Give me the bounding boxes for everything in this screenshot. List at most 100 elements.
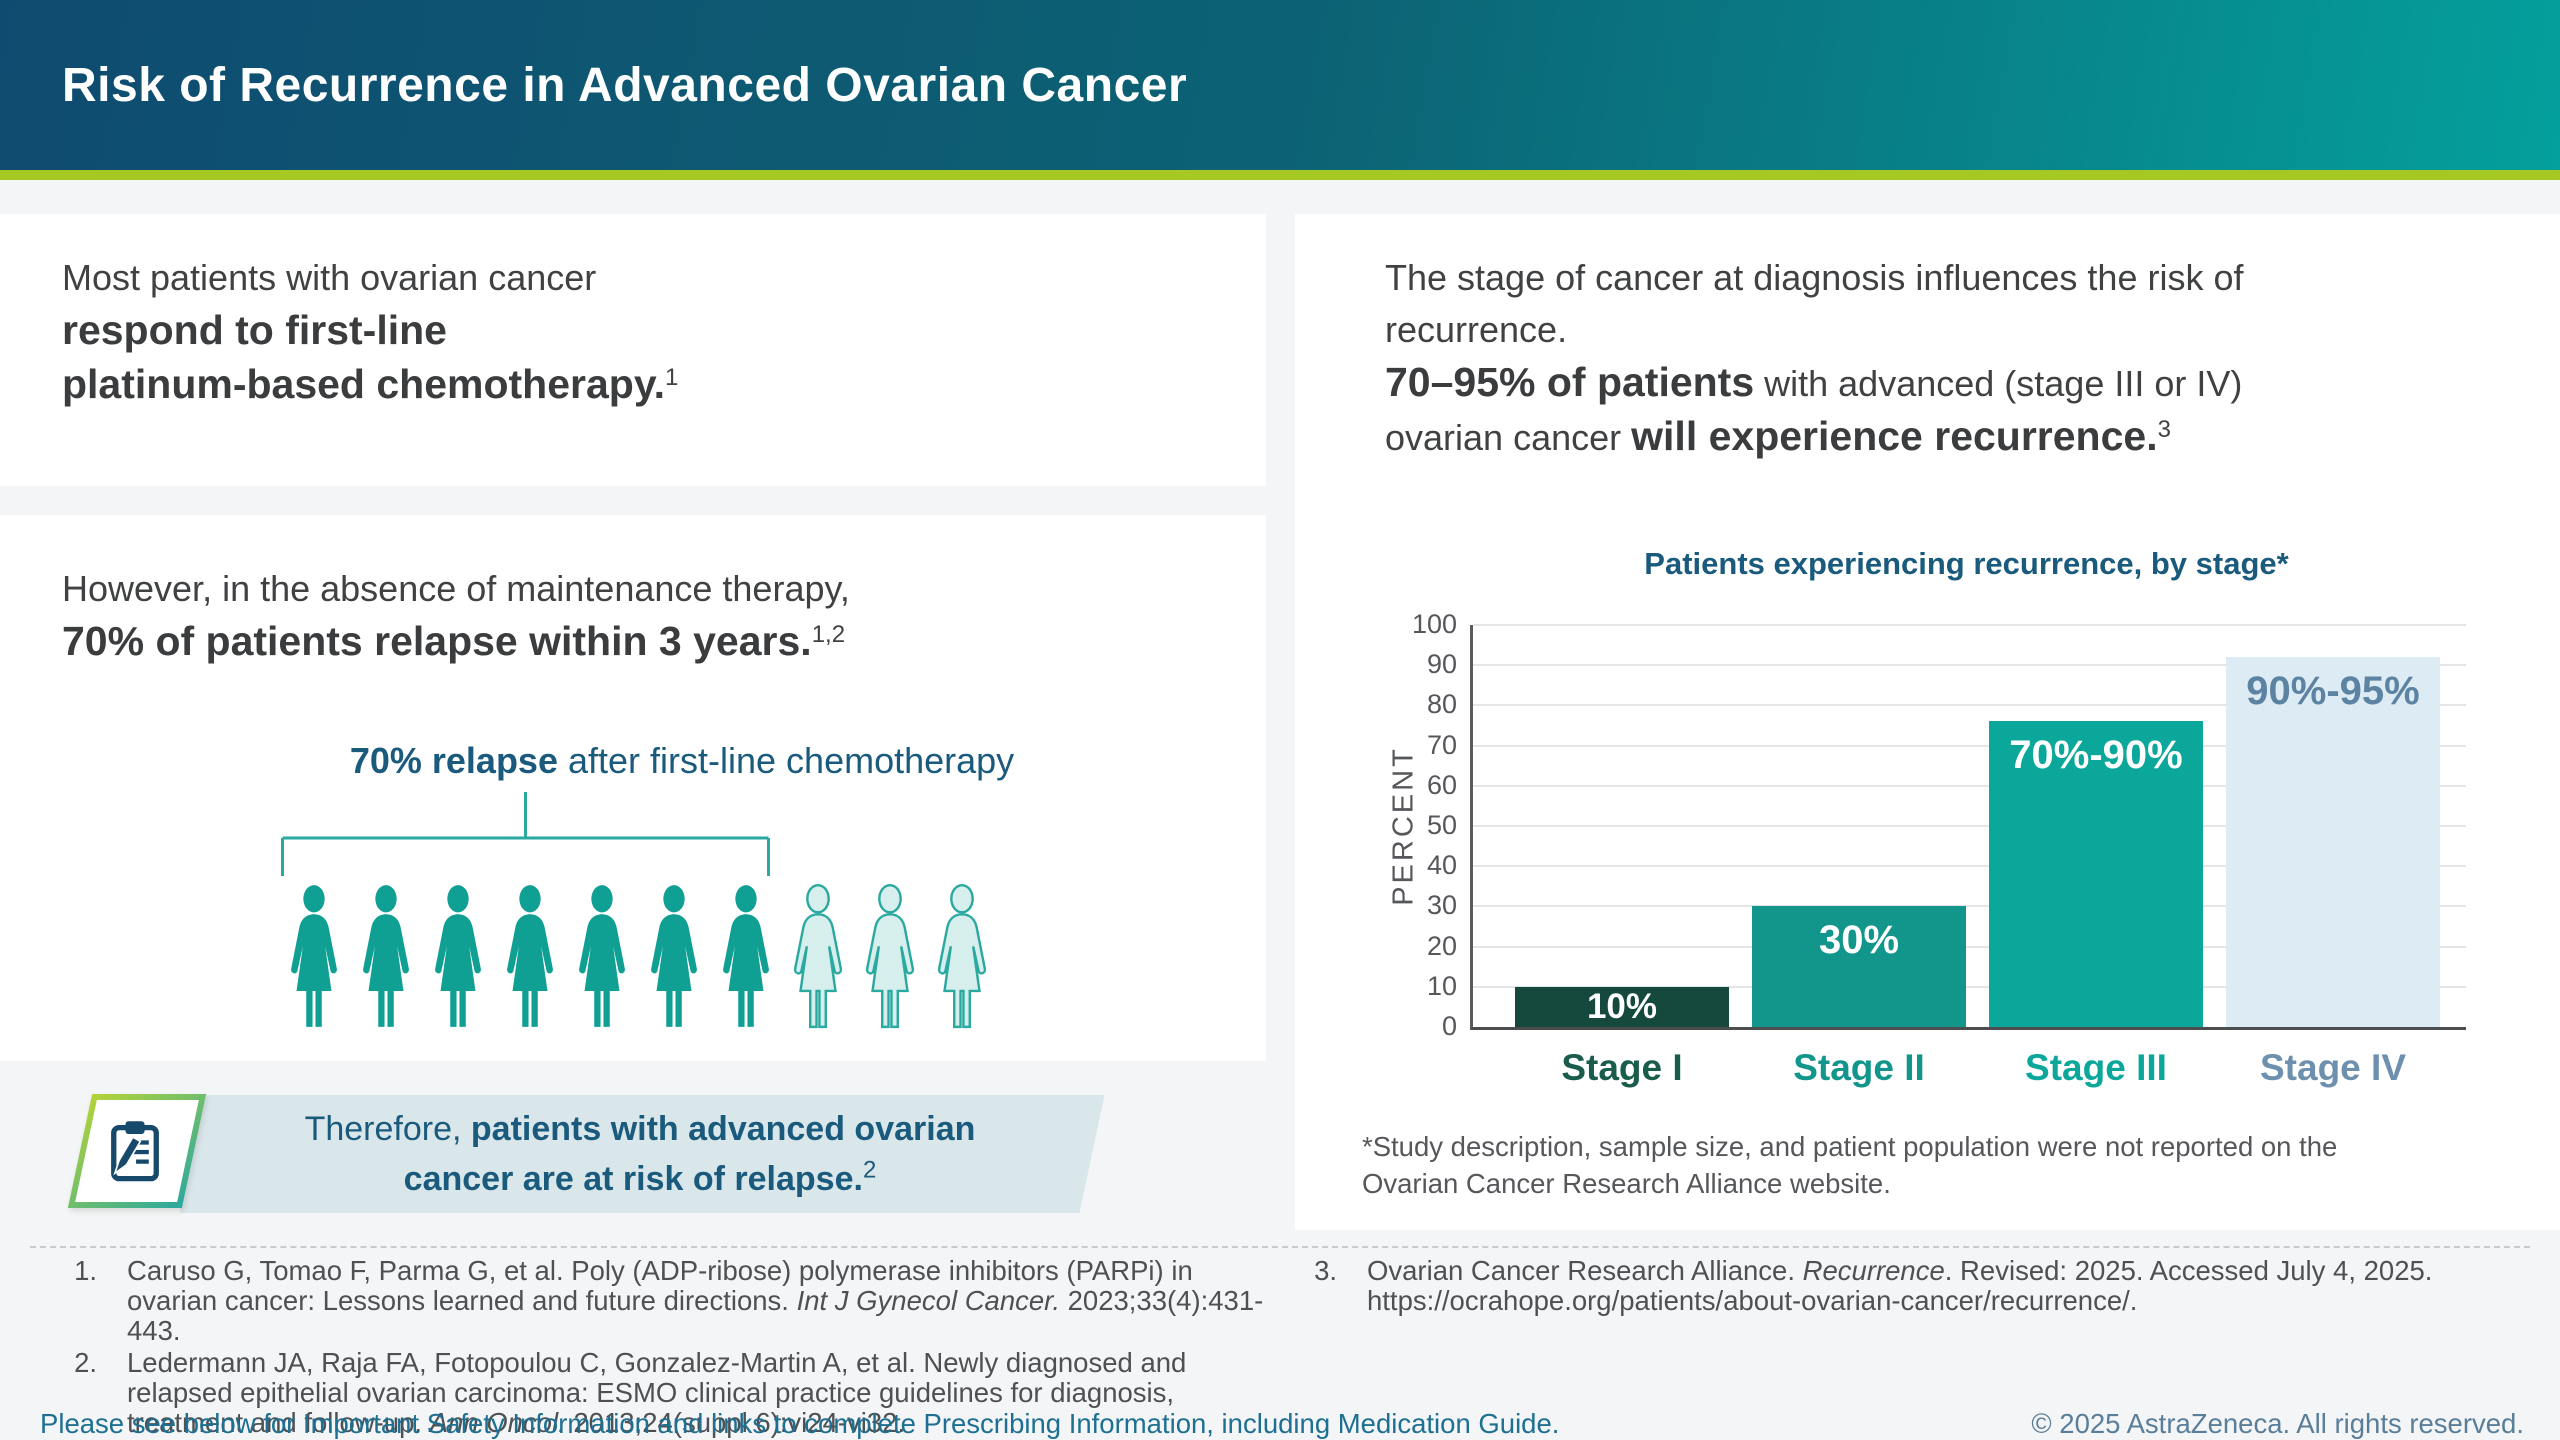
- reference-segment: 2023;33(4):431-443.: [127, 1285, 1264, 1346]
- y-tick-label: 80: [1426, 689, 1457, 720]
- citation-1-2: 1,2: [811, 621, 846, 648]
- clipboard-pencil-icon: [101, 1117, 169, 1185]
- gridline: [1473, 784, 2466, 787]
- reference-segment: Ledermann JA, Raja FA, Fotopoulou C, Gon…: [127, 1347, 1187, 1438]
- bar-value-label: 10%: [1586, 986, 1658, 1026]
- block1-intro: Most patients with ovarian cancer: [62, 257, 597, 298]
- citation-1: 1: [664, 364, 679, 391]
- gridline: [1473, 985, 2466, 988]
- patient-figures-row: [281, 882, 995, 1032]
- block1-period: .: [653, 361, 665, 407]
- stage-influence-text: The stage of cancer at diagnosis influen…: [1385, 252, 2525, 464]
- reference-item: 3. Ovarian Cancer Research Alliance. Recu…: [1292, 1256, 2548, 1316]
- reference-number: 3.: [1314, 1255, 1337, 1286]
- woman-icon-relapsed: [651, 885, 697, 1027]
- y-tick-label: 100: [1411, 609, 1457, 639]
- gridline: [1473, 744, 2466, 747]
- woman-icon: [793, 883, 843, 1029]
- pictograph-caption-bold: 70% relapse: [349, 740, 558, 781]
- right-intro-line1: The stage of cancer at diagnosis influen…: [1385, 257, 2244, 298]
- y-tick-label: 70: [1426, 729, 1457, 760]
- y-tick-label: 20: [1426, 930, 1457, 961]
- reference-text: Ovarian Cancer Research Alliance. Recurr…: [1367, 1256, 2542, 1316]
- right-line3-bold: will experience recurrence: [1631, 413, 2147, 459]
- gridline: [1473, 865, 2466, 868]
- y-tick-label: 90: [1426, 649, 1457, 680]
- x-axis-label-stage-ii: Stage II: [1793, 1047, 1925, 1088]
- reference-number: 1.: [74, 1255, 97, 1286]
- reference-item: 2. Ledermann JA, Raja FA, Fotopoulou C, G…: [52, 1348, 1292, 1438]
- woman-icon: [937, 883, 987, 1029]
- bar-stage-iv: 90%-95%: [2226, 657, 2440, 1027]
- callout-period: .: [853, 1160, 863, 1198]
- block1-bold-line2: platinum-based chemotherapy: [62, 361, 654, 407]
- y-tick-label: 30: [1426, 890, 1457, 921]
- bar-value-label: 90%-95%: [2246, 669, 2420, 714]
- bracket-indicator: [281, 792, 770, 876]
- header-accent-bar: [0, 170, 2560, 180]
- reference-text: Ledermann JA, Raja FA, Fotopoulou C, Gon…: [127, 1348, 1287, 1438]
- chart-footnote-line2: Ovarian Cancer Research Alliance website…: [1362, 1168, 1891, 1199]
- card-first-line-response: Most patients with ovarian cancer respon…: [0, 214, 1266, 486]
- callout-lead: Therefore,: [304, 1110, 471, 1148]
- references-column-2: 3. Ovarian Cancer Research Alliance. Recu…: [1292, 1256, 2548, 1318]
- reference-text: Caruso G, Tomao F, Parma G, et al. Poly …: [127, 1256, 1287, 1346]
- card-relapse-pictograph: However, in the absence of maintenance t…: [0, 515, 1266, 1061]
- reference-segment: Ovarian Cancer Research Alliance.: [1367, 1255, 1803, 1286]
- reference-number: 2.: [74, 1347, 97, 1378]
- copyright-notice: © 2025 AstraZeneca. All rights reserved.: [2031, 1408, 2524, 1439]
- chart-title: Patients experiencing recurrence, by sta…: [1644, 546, 2289, 581]
- block2-intro: However, in the absence of maintenance t…: [62, 568, 850, 609]
- woman-icon-relapsed: [435, 885, 481, 1027]
- x-axis-label-stage-iv: Stage IV: [2260, 1047, 2406, 1088]
- y-tick-label: 50: [1426, 810, 1457, 840]
- bar-stage-i: 10%: [1515, 986, 1729, 1027]
- gridline: [1473, 624, 2466, 626]
- reference-journal: Recurrence: [1802, 1255, 1945, 1286]
- right-stat-bold: 70–95% of patients: [1385, 359, 1755, 405]
- block2-period: .: [800, 618, 812, 664]
- block2-bold: 70% of patients relapse within 3 years: [62, 618, 801, 664]
- x-axis-label-stage-iii: Stage III: [2025, 1047, 2167, 1088]
- woman-icon-relapsed: [723, 885, 769, 1027]
- chart-footnote-line1: *Study description, sample size, and pat…: [1362, 1131, 2338, 1162]
- gridline: [1473, 664, 2466, 667]
- woman-icon-relapsed: [507, 885, 553, 1027]
- citation-3: 3: [2157, 416, 2171, 443]
- reference-segment: . Revised: 2025. Accessed July 4, 2025. …: [1367, 1255, 2433, 1316]
- safety-information-note: Please see below for Important Safety In…: [40, 1408, 1560, 1439]
- reference-segment: Caruso G, Tomao F, Parma G, et al. Poly …: [127, 1255, 1193, 1316]
- first-line-response-text: Most patients with ovarian cancer respon…: [62, 252, 678, 412]
- bar-value-label: 30%: [1818, 918, 1900, 963]
- chart-footnote: *Study description, sample size, and pat…: [1362, 1128, 2337, 1202]
- right-stat-rest: with advanced (stage III or IV): [1754, 363, 2243, 404]
- y-tick-label: 40: [1426, 850, 1457, 881]
- citation-2: 2: [862, 1156, 877, 1184]
- woman-icon: [865, 883, 915, 1029]
- pictograph-caption: 70% relapse after first-line chemotherap…: [182, 740, 1182, 782]
- gridline: [1473, 945, 2466, 948]
- reference-segment: 2013;24(suppl 6):vi24-vi32.: [565, 1407, 906, 1438]
- gridline: [1473, 905, 2466, 908]
- page-title: Risk of Recurrence in Advanced Ovarian C…: [62, 58, 1188, 112]
- callout-text: Therefore, patients with advanced ovaria…: [205, 1104, 1075, 1204]
- references-column-1: 1. Caruso G, Tomao F, Parma G, et al. Pol…: [52, 1256, 1292, 1440]
- block1-bold-line1: respond to first-line: [62, 307, 447, 353]
- callout-bold-line1: patients with advanced ovarian: [470, 1110, 976, 1148]
- relapse-statement-text: However, in the absence of maintenance t…: [62, 563, 850, 669]
- right-period: .: [2146, 413, 2158, 459]
- reference-journal: Ann Oncol.: [429, 1407, 566, 1438]
- bar-chart-plot-area: 0 10 20 30 40 50 60 70 80 90 100 10% Stage I 30% Stage…: [1412, 609, 2466, 1088]
- woman-icon-relapsed: [291, 885, 337, 1027]
- bar-stage-iii: 70%-90%: [1989, 721, 2203, 1027]
- woman-icon-relapsed: [579, 885, 625, 1027]
- right-intro-line2: recurrence.: [1385, 309, 1568, 350]
- bar-value-label: 70%-90%: [2009, 733, 2183, 778]
- gridline: [1473, 825, 2466, 827]
- dashed-separator: [30, 1246, 2530, 1248]
- x-axis-label-stage-i: Stage I: [1561, 1047, 1683, 1088]
- reference-journal: Int J Gynecol Cancer.: [796, 1285, 1060, 1316]
- y-tick-label: 60: [1426, 769, 1457, 800]
- right-line3-regular: ovarian cancer: [1385, 417, 1632, 458]
